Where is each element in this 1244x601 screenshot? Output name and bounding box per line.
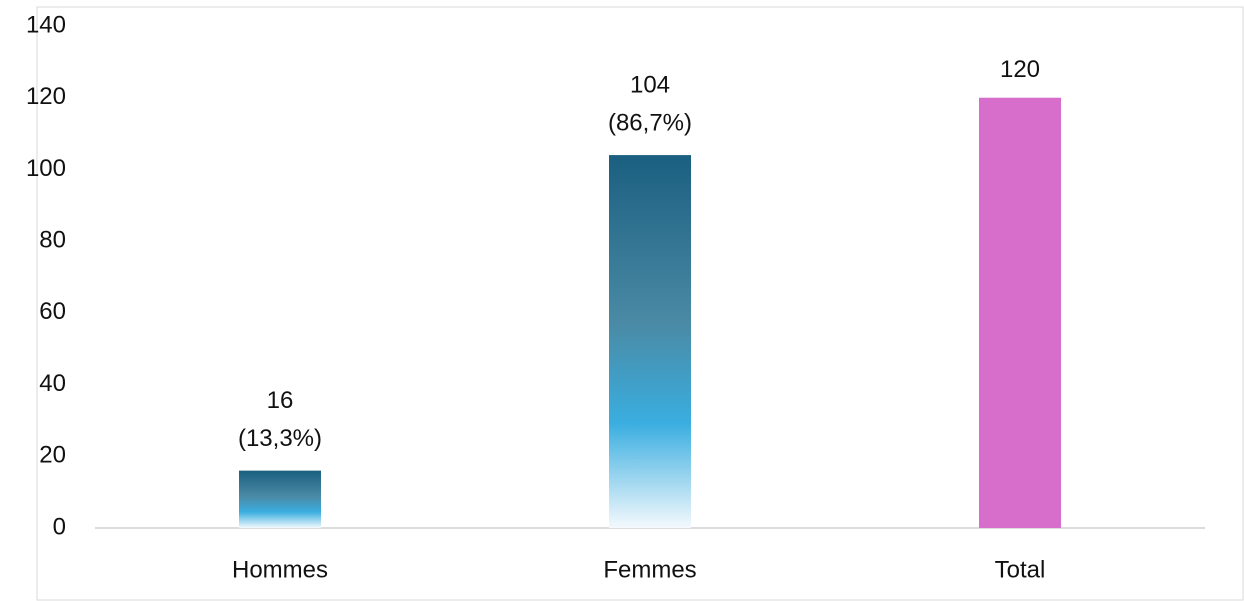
y-tick-label: 140 (26, 11, 66, 38)
y-tick-label: 0 (53, 513, 66, 540)
bar (609, 155, 691, 529)
share-label: (13,3%) (238, 425, 322, 452)
chart-frame (36, 6, 1244, 601)
bar (239, 470, 321, 528)
x-tick-label: Total (995, 556, 1046, 583)
data-label: 104 (630, 71, 670, 98)
y-tick-label: 40 (39, 370, 66, 397)
y-tick-label: 60 (39, 298, 66, 325)
x-tick-label: Hommes (232, 556, 328, 583)
share-label: (86,7%) (608, 109, 692, 136)
bar (979, 97, 1061, 528)
y-tick-label: 120 (26, 83, 66, 110)
data-label: 120 (1000, 56, 1040, 83)
y-tick-label: 20 (39, 442, 66, 469)
data-label: 16 (267, 387, 294, 414)
y-tick-label: 80 (39, 226, 66, 253)
x-tick-label: Femmes (603, 556, 696, 583)
y-tick-label: 100 (26, 155, 66, 182)
